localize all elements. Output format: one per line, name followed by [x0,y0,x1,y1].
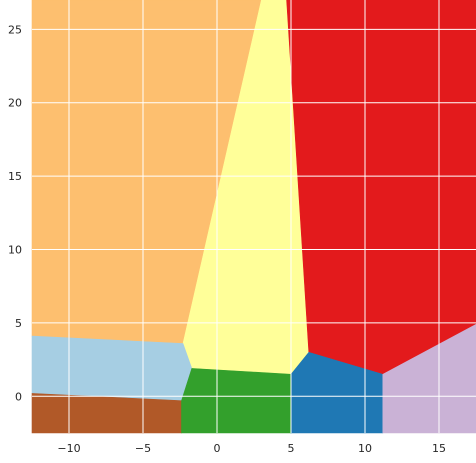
y-tick-label: 10 [8,244,22,257]
regions-layer [31,0,476,434]
region-4 [31,393,182,434]
region-5 [181,368,292,434]
x-tick-label: 10 [358,442,372,455]
region-7 [382,324,476,434]
grid-layer [32,0,476,433]
x-tick-label: −10 [57,442,80,455]
x-tick-label: 5 [288,442,295,455]
x-tick-label: 15 [432,442,446,455]
y-tick-label: 5 [15,317,22,330]
region-3 [31,335,193,402]
region-2 [286,0,476,375]
y-tick-label: 15 [8,170,22,183]
x-axis: −10 −5 0 5 10 15 [57,442,446,455]
y-tick-label: 25 [8,23,22,36]
x-tick-label: 0 [214,442,221,455]
y-tick-label: 0 [15,390,22,403]
y-axis: 0 5 10 15 20 25 [8,23,22,403]
x-tick-label: −5 [135,442,151,455]
y-tick-label: 20 [8,97,22,110]
